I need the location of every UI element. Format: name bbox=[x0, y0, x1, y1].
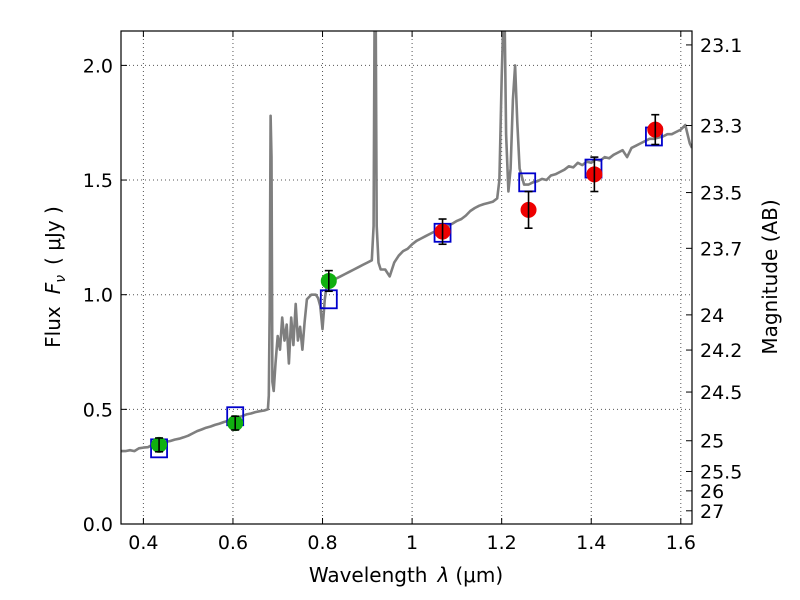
y-tick-label: 2.0 bbox=[83, 55, 113, 77]
y2-tick-label: 24.5 bbox=[700, 382, 742, 404]
x-tick-label: 0.4 bbox=[128, 532, 158, 554]
y2-tick-label: 25.5 bbox=[700, 461, 742, 483]
x-tick-label: 1.4 bbox=[576, 532, 606, 554]
y-tick-label: 0.0 bbox=[83, 514, 113, 536]
y2-tick-label: 23.1 bbox=[700, 35, 742, 57]
y-tick-label: 0.5 bbox=[83, 399, 113, 421]
y2-tick-label: 24 bbox=[700, 305, 724, 327]
x-tick-label: 1 bbox=[406, 532, 418, 554]
plot-frame bbox=[120, 30, 693, 525]
grid bbox=[121, 31, 692, 525]
x-tick-label: 0.6 bbox=[218, 532, 248, 554]
y2-tick-label: 25 bbox=[700, 431, 724, 453]
y-tick-label: 1.0 bbox=[83, 285, 113, 307]
y2-axis-label: Magnitude (AB) bbox=[758, 199, 782, 354]
axes: 0.4 0.6 0.8 1 1.2 1.4 1.6 0.0 0.5 1.0 1.5 2.0 23.1 23… bbox=[83, 31, 742, 554]
x-tick-label: 1.2 bbox=[487, 532, 517, 554]
y2-tick-label: 24.2 bbox=[700, 340, 742, 362]
x-tick-label: 0.8 bbox=[307, 532, 337, 554]
x-axis-label: Wavelength λ (μm) bbox=[309, 563, 503, 587]
y2-tick-label: 23.5 bbox=[700, 183, 742, 205]
spectrum-line bbox=[121, 31, 692, 453]
x-tick-label: 1.6 bbox=[666, 532, 696, 554]
y-tick-label: 1.5 bbox=[83, 170, 113, 192]
y2-tick-label: 23.3 bbox=[700, 116, 742, 138]
plot-area bbox=[121, 31, 692, 459]
y2-tick-label: 27 bbox=[700, 501, 724, 523]
y2-tick-label: 23.7 bbox=[700, 238, 742, 260]
y2-tick-label: 26 bbox=[700, 481, 724, 503]
y-axis-label: FluxFν( μJy ) bbox=[41, 206, 69, 348]
